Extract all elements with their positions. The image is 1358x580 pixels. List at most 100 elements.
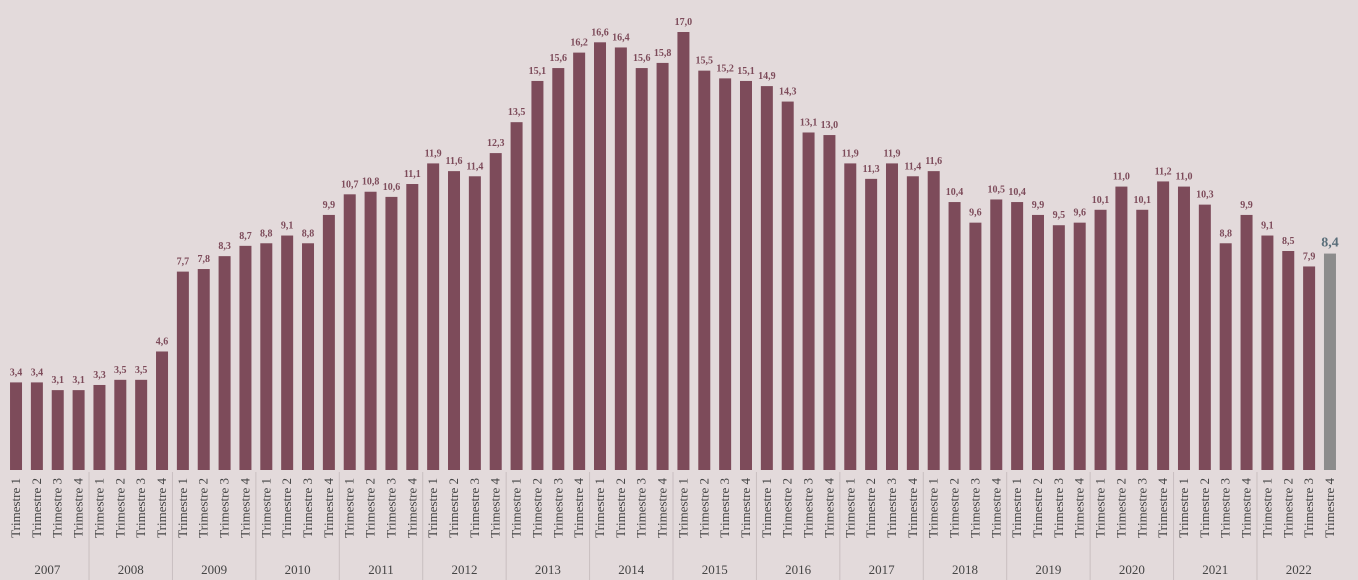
x-tick-label: Trimestre 4 [404, 478, 419, 538]
bar [760, 86, 773, 470]
bar [1282, 251, 1295, 470]
bar [30, 382, 43, 470]
bar [698, 70, 711, 470]
value-label: 11,0 [1176, 172, 1193, 183]
value-label: 3,5 [114, 365, 127, 376]
bar [1011, 202, 1024, 470]
bar [1261, 235, 1274, 470]
value-label: 9,9 [323, 200, 336, 211]
bar [1157, 181, 1170, 470]
x-tick-label: Trimestre 3 [1051, 478, 1066, 538]
bar [906, 176, 919, 470]
x-tick-label: Trimestre 4 [1239, 478, 1254, 538]
x-tick-label: Trimestre 3 [300, 478, 315, 538]
x-tick-label: Trimestre 2 [863, 478, 878, 538]
x-tick-label: Trimestre 3 [967, 478, 982, 538]
group-label: 2015 [702, 562, 728, 577]
bar [1136, 209, 1149, 470]
bar [552, 68, 565, 470]
bar [1198, 204, 1211, 470]
x-tick-label: Trimestre 2 [696, 478, 711, 538]
value-label: 11,9 [842, 148, 859, 159]
bar [802, 132, 815, 470]
bar [114, 379, 127, 470]
x-tick-label: Trimestre 2 [363, 478, 378, 538]
bar [823, 135, 836, 470]
bar [594, 42, 607, 471]
value-label: 11,4 [466, 161, 483, 172]
value-label: 9,1 [1261, 221, 1274, 232]
group-label: 2017 [869, 562, 896, 577]
value-label: 9,9 [1032, 200, 1045, 211]
bar [427, 163, 440, 470]
value-label: 11,6 [925, 156, 942, 167]
x-tick-label: Trimestre 1 [1176, 478, 1191, 538]
value-label: 7,8 [197, 254, 210, 265]
x-tick-label: Trimestre 2 [1197, 478, 1212, 538]
bar [260, 243, 273, 470]
bar [93, 384, 106, 470]
bar [72, 390, 85, 470]
bar [302, 243, 315, 470]
value-label: 10,6 [383, 182, 401, 193]
x-tick-label: Trimestre 3 [717, 478, 732, 538]
value-label: 11,3 [863, 164, 880, 175]
value-label: 15,1 [737, 66, 755, 77]
bar [468, 176, 481, 470]
x-tick-label: Trimestre 4 [821, 478, 836, 538]
value-label: 16,2 [570, 38, 588, 49]
group-label: 2007 [34, 562, 61, 577]
value-label: 3,5 [135, 365, 148, 376]
value-label: 9,9 [1240, 200, 1253, 211]
group-label: 2016 [785, 562, 812, 577]
value-label: 3,1 [51, 375, 64, 386]
bar [573, 52, 586, 471]
bar [343, 194, 356, 471]
bar [719, 78, 732, 471]
value-label: 17,0 [675, 17, 693, 28]
value-label: 4,6 [156, 336, 169, 347]
x-tick-label: Trimestre 2 [279, 478, 294, 538]
group-label: 2013 [535, 562, 561, 577]
value-label: 10,5 [988, 184, 1006, 195]
x-tick-label: Trimestre 4 [1072, 478, 1087, 538]
group-label: 2012 [451, 562, 477, 577]
x-tick-label: Trimestre 4 [1322, 478, 1337, 538]
value-label: 15,2 [716, 63, 734, 74]
bar [1177, 186, 1190, 470]
x-tick-label: Trimestre 1 [342, 478, 357, 538]
x-tick-label: Trimestre 1 [8, 478, 23, 538]
bar [614, 47, 627, 470]
x-tick-label: Trimestre 1 [425, 478, 440, 538]
x-tick-label: Trimestre 3 [550, 478, 565, 538]
value-label: 8,7 [239, 231, 252, 242]
bar [10, 382, 23, 470]
value-label: 9,5 [1053, 210, 1066, 221]
x-tick-label: Trimestre 1 [926, 478, 941, 538]
value-label: 13,0 [821, 120, 839, 131]
value-label: 10,8 [362, 177, 380, 188]
bar [1219, 243, 1232, 470]
value-label: 8,8 [1219, 228, 1232, 239]
value-label: 3,3 [93, 370, 106, 381]
value-label: 11,4 [904, 161, 921, 172]
value-label: 13,5 [508, 107, 526, 118]
bar [927, 171, 940, 471]
value-label: 7,7 [177, 257, 190, 268]
value-label: 11,0 [1113, 172, 1130, 183]
bar [1031, 214, 1044, 470]
x-tick-label: Trimestre 3 [801, 478, 816, 538]
x-tick-label: Trimestre 2 [1280, 478, 1295, 538]
group-label: 2019 [1035, 562, 1061, 577]
bar [218, 256, 231, 470]
group-label: 2011 [368, 562, 394, 577]
value-label: 9,1 [281, 221, 294, 232]
bar [1240, 214, 1253, 470]
value-label: 11,6 [446, 156, 463, 167]
bar [1115, 186, 1128, 470]
value-label: 14,9 [758, 71, 776, 82]
bar [197, 269, 210, 470]
value-label: 10,4 [946, 187, 964, 198]
value-label: 15,6 [550, 53, 568, 64]
value-label: 15,8 [654, 48, 672, 59]
